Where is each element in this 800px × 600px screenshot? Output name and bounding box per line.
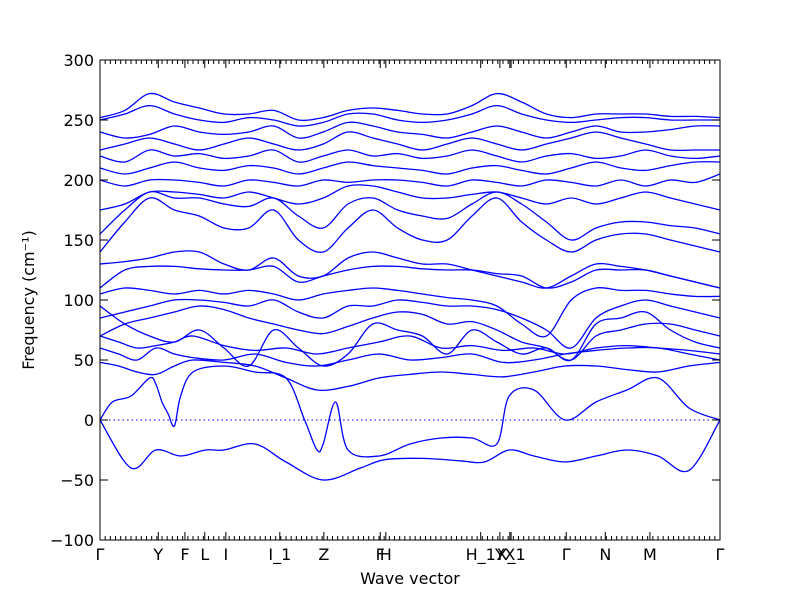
y-tick-label: 150 bbox=[63, 231, 94, 250]
band-line bbox=[99, 173, 721, 187]
y-axis-label: Frequency (cm⁻¹) bbox=[19, 230, 38, 369]
band-line bbox=[99, 131, 720, 152]
x-tick-label: I_1 bbox=[268, 545, 291, 565]
band-line bbox=[99, 346, 721, 367]
y-tick-label: −50 bbox=[60, 471, 94, 490]
x-tick-label: L bbox=[200, 545, 209, 564]
x-tick-label: X_1 bbox=[496, 545, 525, 565]
band-line bbox=[99, 298, 721, 349]
band-line bbox=[99, 359, 721, 391]
x-tick-label: Γ bbox=[716, 545, 725, 564]
y-tick-label: 300 bbox=[63, 51, 94, 70]
band-line bbox=[99, 190, 721, 241]
y-tick-label: 0 bbox=[84, 411, 94, 430]
y-tick-label: 200 bbox=[63, 171, 94, 190]
y-axis: −100 −50 0 50 100 150 200 250 300 bbox=[50, 51, 720, 550]
band-line bbox=[99, 149, 721, 163]
x-tick-label: Y bbox=[494, 545, 505, 564]
x-tick-label: H bbox=[380, 545, 392, 564]
y-tick-label: 250 bbox=[63, 111, 94, 130]
band-line bbox=[99, 265, 721, 289]
band-line bbox=[99, 161, 721, 175]
x-axis-label: Wave vector bbox=[360, 569, 460, 588]
x-tick-label: N bbox=[599, 545, 611, 564]
band-line bbox=[99, 365, 721, 458]
y-tick-label: 50 bbox=[74, 351, 94, 370]
x-tick-label: I bbox=[224, 545, 229, 564]
x-tick-label: Z bbox=[318, 545, 329, 564]
band-line bbox=[99, 305, 721, 367]
x-tick-label: Y bbox=[152, 545, 163, 564]
band-line bbox=[99, 250, 721, 289]
x-tick-label: M bbox=[643, 545, 657, 564]
y-tick-label: 100 bbox=[63, 291, 94, 310]
band-line bbox=[99, 121, 721, 139]
band-line bbox=[99, 104, 720, 127]
x-tick-label: H_1 bbox=[466, 545, 496, 565]
band-line bbox=[99, 305, 721, 361]
y-tick-label: −100 bbox=[50, 531, 94, 550]
band-lines bbox=[99, 92, 721, 481]
x-tick-label: X bbox=[504, 545, 515, 564]
x-tick-label: F bbox=[180, 545, 189, 564]
x-tick-label: F bbox=[376, 545, 385, 564]
x-tick-label: Γ bbox=[96, 545, 105, 564]
band-line bbox=[99, 92, 721, 122]
x-axis: Γ Y F L I I_1 Z FH H_1 Y XX_1 Γ N M Γ bbox=[96, 60, 725, 565]
band-line bbox=[99, 286, 721, 338]
band-line bbox=[99, 419, 721, 481]
band-line bbox=[99, 335, 721, 355]
band-line bbox=[99, 184, 721, 211]
band-line bbox=[99, 197, 721, 253]
x-tick-label: Γ bbox=[562, 545, 571, 564]
